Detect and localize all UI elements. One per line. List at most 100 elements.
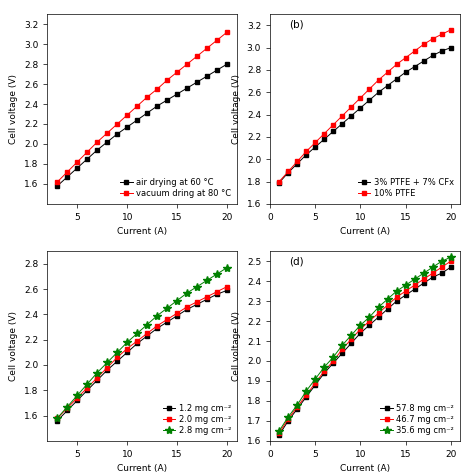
2.0 mg cm⁻² [174, 310, 180, 316]
Line: 35.6 mg cm⁻²: 35.6 mg cm⁻² [275, 253, 455, 435]
10% PTFE [285, 169, 291, 174]
35.6 mg cm⁻² [439, 258, 445, 264]
Text: (b): (b) [289, 20, 304, 30]
air drying at 60 °C [124, 124, 130, 130]
10% PTFE [348, 104, 354, 109]
Legend: 3% PTFE + 7% CFx, 10% PTFE: 3% PTFE + 7% CFx, 10% PTFE [356, 176, 456, 200]
46.7 mg cm⁻² [394, 294, 400, 300]
vacuum dring at 80 °C [124, 112, 130, 118]
Y-axis label: Cell voltage (V): Cell voltage (V) [232, 311, 241, 381]
10% PTFE [376, 77, 382, 83]
3% PTFE + 7% CFx [348, 113, 354, 118]
air drying at 60 °C [174, 91, 180, 97]
air drying at 60 °C [194, 79, 200, 85]
Legend: air drying at 60 °C, vacuum dring at 80 °C: air drying at 60 °C, vacuum dring at 80 … [118, 176, 233, 200]
2.8 mg cm⁻² [164, 305, 170, 311]
1.2 mg cm⁻² [94, 377, 100, 383]
Line: 46.7 mg cm⁻²: 46.7 mg cm⁻² [277, 259, 453, 435]
vacuum dring at 80 °C [204, 46, 210, 51]
Y-axis label: Cell voltage (V): Cell voltage (V) [232, 74, 241, 144]
air drying at 60 °C [164, 97, 170, 103]
35.6 mg cm⁻² [421, 270, 427, 276]
1.2 mg cm⁻² [134, 341, 140, 346]
35.6 mg cm⁻² [339, 342, 345, 348]
2.8 mg cm⁻² [74, 392, 80, 398]
3% PTFE + 7% CFx [448, 45, 454, 51]
Y-axis label: Cell voltage (V): Cell voltage (V) [9, 311, 18, 381]
10% PTFE [430, 36, 436, 42]
46.7 mg cm⁻² [448, 258, 454, 264]
air drying at 60 °C [55, 183, 60, 189]
vacuum dring at 80 °C [84, 149, 90, 155]
35.6 mg cm⁻² [321, 364, 327, 370]
2.0 mg cm⁻² [104, 365, 110, 370]
57.8 mg cm⁻² [421, 280, 427, 286]
2.8 mg cm⁻² [124, 339, 130, 345]
10% PTFE [294, 159, 300, 164]
35.6 mg cm⁻² [403, 283, 409, 288]
3% PTFE + 7% CFx [394, 76, 400, 82]
2.8 mg cm⁻² [64, 404, 70, 410]
46.7 mg cm⁻² [376, 310, 382, 316]
1.2 mg cm⁻² [74, 398, 80, 403]
46.7 mg cm⁻² [303, 392, 309, 398]
57.8 mg cm⁻² [321, 370, 327, 376]
2.8 mg cm⁻² [224, 265, 230, 271]
1.2 mg cm⁻² [124, 349, 130, 355]
57.8 mg cm⁻² [303, 394, 309, 400]
2.8 mg cm⁻² [114, 349, 120, 355]
2.0 mg cm⁻² [155, 323, 160, 328]
vacuum dring at 80 °C [164, 77, 170, 83]
2.0 mg cm⁻² [214, 289, 220, 294]
2.0 mg cm⁻² [64, 405, 70, 411]
air drying at 60 °C [204, 73, 210, 79]
vacuum dring at 80 °C [134, 103, 140, 109]
2.0 mg cm⁻² [184, 304, 190, 310]
10% PTFE [276, 179, 282, 184]
10% PTFE [394, 62, 400, 67]
X-axis label: Current (A): Current (A) [340, 465, 390, 474]
46.7 mg cm⁻² [439, 264, 445, 270]
1.2 mg cm⁻² [55, 418, 60, 423]
10% PTFE [421, 42, 427, 47]
46.7 mg cm⁻² [321, 368, 327, 374]
1.2 mg cm⁻² [145, 333, 150, 339]
air drying at 60 °C [214, 67, 220, 73]
2.0 mg cm⁻² [74, 395, 80, 401]
2.0 mg cm⁻² [94, 375, 100, 381]
57.8 mg cm⁻² [357, 330, 363, 336]
57.8 mg cm⁻² [276, 432, 282, 438]
35.6 mg cm⁻² [285, 414, 291, 419]
1.2 mg cm⁻² [84, 387, 90, 393]
10% PTFE [357, 95, 363, 100]
vacuum dring at 80 °C [224, 29, 230, 35]
1.2 mg cm⁻² [224, 288, 230, 293]
vacuum dring at 80 °C [145, 94, 150, 100]
Line: 1.2 mg cm⁻²: 1.2 mg cm⁻² [55, 288, 229, 423]
46.7 mg cm⁻² [348, 336, 354, 342]
10% PTFE [303, 148, 309, 154]
2.8 mg cm⁻² [145, 322, 150, 328]
2.0 mg cm⁻² [145, 330, 150, 336]
Text: (d): (d) [289, 257, 304, 267]
57.8 mg cm⁻² [339, 350, 345, 356]
2.8 mg cm⁻² [174, 298, 180, 303]
3% PTFE + 7% CFx [294, 161, 300, 166]
57.8 mg cm⁻² [439, 270, 445, 276]
46.7 mg cm⁻² [367, 318, 373, 324]
1.2 mg cm⁻² [164, 319, 170, 325]
2.8 mg cm⁻² [94, 370, 100, 375]
57.8 mg cm⁻² [294, 406, 300, 412]
57.8 mg cm⁻² [312, 382, 318, 388]
46.7 mg cm⁻² [312, 380, 318, 386]
35.6 mg cm⁻² [376, 304, 382, 310]
air drying at 60 °C [84, 156, 90, 162]
35.6 mg cm⁻² [276, 428, 282, 434]
vacuum dring at 80 °C [55, 179, 60, 185]
46.7 mg cm⁻² [421, 276, 427, 282]
air drying at 60 °C [104, 139, 110, 145]
vacuum dring at 80 °C [174, 69, 180, 75]
3% PTFE + 7% CFx [303, 152, 309, 157]
46.7 mg cm⁻² [294, 404, 300, 410]
57.8 mg cm⁻² [376, 314, 382, 320]
